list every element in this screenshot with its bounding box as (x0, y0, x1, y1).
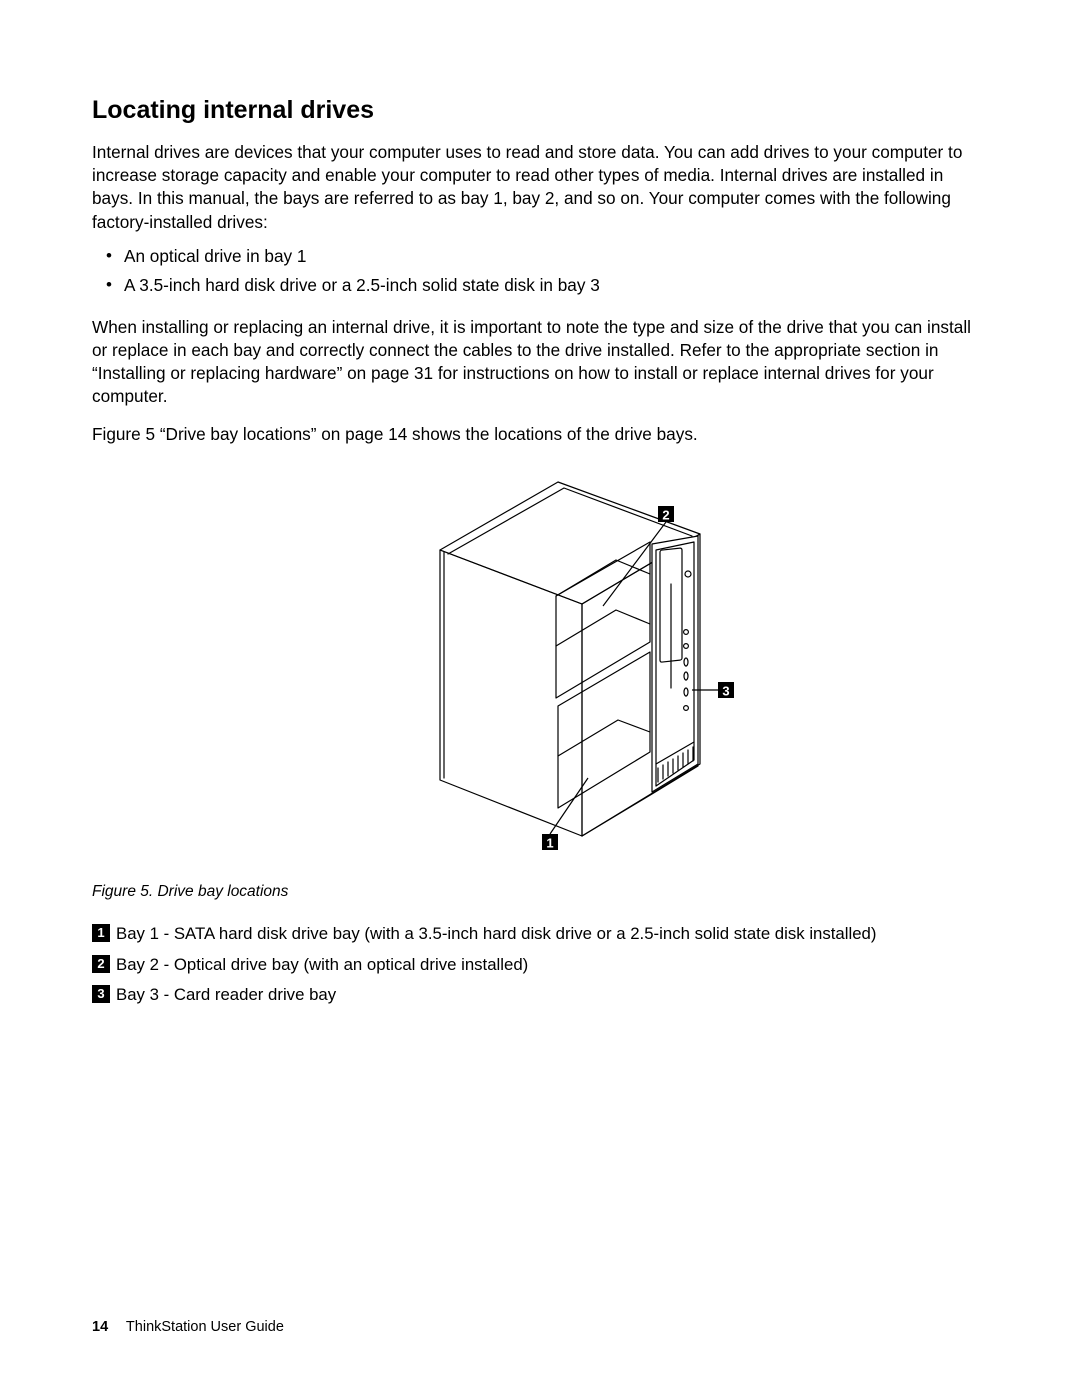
legend-number-box: 1 (92, 924, 110, 942)
page-footer: 14 ThinkStation User Guide (92, 1319, 284, 1335)
factory-drives-list: An optical drive in bay 1 A 3.5-inch har… (92, 244, 988, 298)
svg-text:3: 3 (722, 683, 729, 698)
figure-reference-paragraph: Figure 5 “Drive bay locations” on page 1… (92, 423, 988, 446)
legend-item: 3 Bay 3 - Card reader drive bay (92, 984, 988, 1007)
svg-text:1: 1 (546, 835, 553, 850)
install-note-paragraph: When installing or replacing an internal… (92, 316, 988, 409)
legend-item: 2 Bay 2 - Optical drive bay (with an opt… (92, 954, 988, 977)
legend-item: 1 Bay 1 - SATA hard disk drive bay (with… (92, 923, 988, 946)
footer-title: ThinkStation User Guide (126, 1319, 284, 1335)
legend-text: Bay 1 - SATA hard disk drive bay (with a… (116, 923, 876, 946)
callout-3: 3 (718, 682, 734, 699)
section-heading: Locating internal drives (92, 96, 988, 125)
intro-paragraph: Internal drives are devices that your co… (92, 141, 988, 234)
callout-2: 2 (658, 506, 674, 523)
legend-text: Bay 2 - Optical drive bay (with an optic… (116, 954, 528, 977)
list-item: A 3.5-inch hard disk drive or a 2.5-inch… (92, 273, 988, 298)
computer-case-outline (440, 482, 700, 836)
figure-caption: Figure 5. Drive bay locations (92, 883, 988, 901)
legend-number-box: 3 (92, 985, 110, 1003)
legend-number-box: 2 (92, 955, 110, 973)
callout-labels: 2 3 1 (542, 506, 734, 851)
callout-legend: 1 Bay 1 - SATA hard disk drive bay (with… (92, 923, 988, 1007)
drive-bay-diagram: 2 3 1 (320, 464, 760, 864)
legend-text: Bay 3 - Card reader drive bay (116, 984, 336, 1007)
svg-text:2: 2 (662, 507, 669, 522)
figure-container: 2 3 1 (92, 464, 988, 869)
callout-1: 1 (542, 834, 558, 851)
page-number: 14 (92, 1319, 108, 1335)
list-item: An optical drive in bay 1 (92, 244, 988, 269)
